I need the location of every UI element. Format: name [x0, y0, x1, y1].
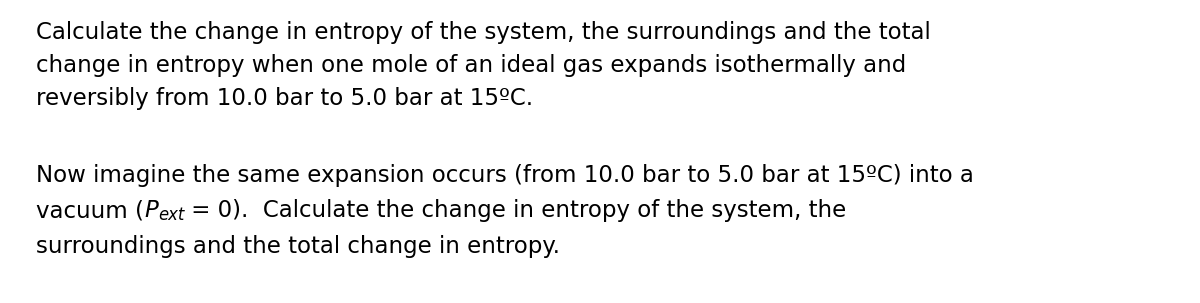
Text: vacuum (: vacuum (	[36, 199, 144, 222]
Text: = 0).  Calculate the change in entropy of the system, the: = 0). Calculate the change in entropy of…	[184, 199, 846, 222]
Text: Calculate the change in entropy of the system, the surroundings and the total
ch: Calculate the change in entropy of the s…	[36, 21, 931, 110]
Text: ext: ext	[157, 206, 184, 224]
Text: Now imagine the same expansion occurs (from 10.0 bar to 5.0 bar at 15ºC) into a: Now imagine the same expansion occurs (f…	[36, 164, 974, 187]
Text: surroundings and the total change in entropy.: surroundings and the total change in ent…	[36, 235, 560, 258]
Text: P: P	[144, 199, 157, 222]
